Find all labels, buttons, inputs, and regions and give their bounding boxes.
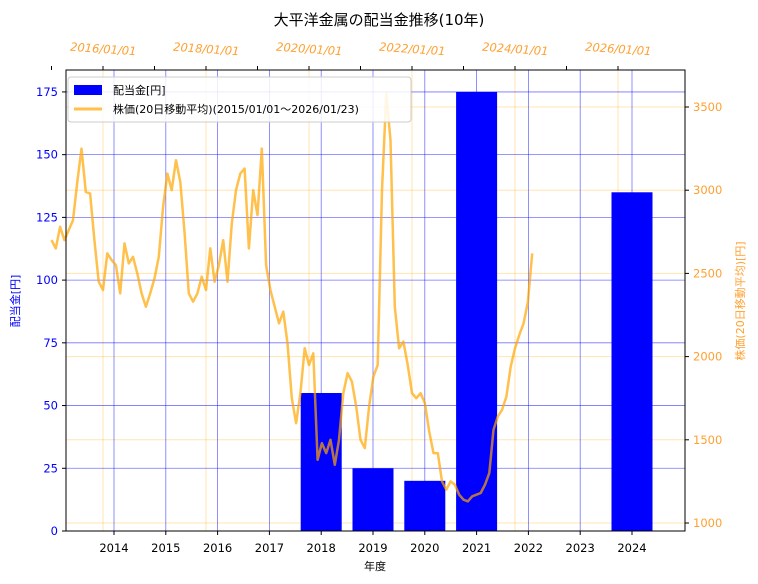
svg-text:1500: 1500 xyxy=(693,433,722,447)
svg-text:2000: 2000 xyxy=(693,350,722,364)
svg-text:25: 25 xyxy=(43,461,58,475)
stock-price-line xyxy=(50,92,534,503)
svg-text:2022/01/01: 2022/01/01 xyxy=(379,40,446,59)
svg-text:2022: 2022 xyxy=(514,541,543,555)
plot-frame xyxy=(65,69,686,532)
svg-text:3000: 3000 xyxy=(693,183,722,197)
dividend-bars xyxy=(300,91,653,532)
svg-text:75: 75 xyxy=(43,336,58,350)
svg-text:2026/01/01: 2026/01/01 xyxy=(585,40,652,59)
svg-text:2019: 2019 xyxy=(358,541,387,555)
svg-text:2017: 2017 xyxy=(255,541,284,555)
svg-text:2015: 2015 xyxy=(151,541,180,555)
svg-text:2500: 2500 xyxy=(693,266,722,280)
svg-text:150: 150 xyxy=(36,148,58,162)
svg-text:0: 0 xyxy=(51,524,58,538)
svg-text:2023: 2023 xyxy=(566,541,595,555)
svg-text:175: 175 xyxy=(36,85,58,99)
svg-text:1000: 1000 xyxy=(693,516,722,530)
svg-text:2018: 2018 xyxy=(307,541,336,555)
svg-text:2021: 2021 xyxy=(462,541,491,555)
svg-text:3500: 3500 xyxy=(693,100,722,114)
legend-label-dividend: 配当金[円] xyxy=(113,83,166,97)
left-y-axis-label: 配当金[円] xyxy=(8,275,22,328)
svg-text:2014: 2014 xyxy=(99,541,128,555)
svg-text:2018/01/01: 2018/01/01 xyxy=(173,40,240,59)
legend: 配当金[円] 株価(20日移動平均)(2015/01/01～2026/01/23… xyxy=(67,76,412,123)
svg-text:125: 125 xyxy=(36,210,58,224)
svg-text:100: 100 xyxy=(36,273,58,287)
svg-text:2020: 2020 xyxy=(410,541,439,555)
svg-text:50: 50 xyxy=(43,399,58,413)
svg-text:2024: 2024 xyxy=(617,541,646,555)
svg-text:2020/01/01: 2020/01/01 xyxy=(276,40,343,59)
legend-swatch-bar xyxy=(74,85,102,95)
legend-box xyxy=(67,76,412,123)
legend-label-price: 株価(20日移動平均)(2015/01/01～2026/01/23) xyxy=(113,102,359,116)
svg-text:2016/01/01: 2016/01/01 xyxy=(70,40,137,59)
right-y-axis-label: 株価(20日移動平均)[円] xyxy=(733,241,747,360)
grid-lines xyxy=(66,70,685,532)
svg-text:2016: 2016 xyxy=(203,541,232,555)
x-axis-label: 年度 xyxy=(364,559,386,573)
axis-ticks: 0 25 50 75 100 125 150 175 1000 1500 2000 2500 3000 3… xyxy=(36,40,722,555)
chart-title: 大平洋金属の配当金推移(10年) xyxy=(274,11,485,29)
svg-text:2024/01/01: 2024/01/01 xyxy=(482,40,549,59)
